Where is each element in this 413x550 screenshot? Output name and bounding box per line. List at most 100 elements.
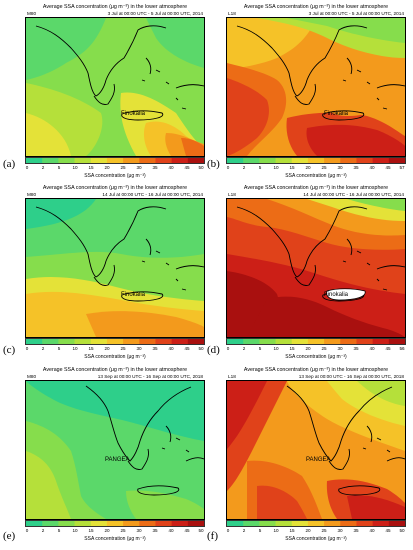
tick-label: 20 xyxy=(305,165,311,170)
colorbar-label: SSA concentration (μg m⁻³) xyxy=(285,354,347,360)
tick-label: 35 xyxy=(353,346,359,351)
colorbar xyxy=(25,157,205,164)
panel-label: (d) xyxy=(207,344,220,356)
tick-label: 5 xyxy=(57,165,61,170)
tick-label: 0 xyxy=(25,528,29,533)
tick-label: 25 xyxy=(120,528,126,533)
tick-label: 2 xyxy=(41,528,45,533)
tick-label: 15 xyxy=(289,165,295,170)
colorbar-ticks: 0 2 5 10 15 20 25 30 35 40 45 50 xyxy=(226,528,406,535)
panel-a: Average SSA concentration (μg m⁻³) in th… xyxy=(25,4,205,184)
tick-label: 25 xyxy=(321,346,327,351)
colorbar xyxy=(25,338,205,345)
tick-label: 57 xyxy=(399,165,405,170)
panel-title: Average SSA concentration (μg m⁻³) in th… xyxy=(42,185,188,191)
map-f xyxy=(226,380,406,520)
colorbar-ticks: 0 2 5 10 15 20 25 30 35 40 45 56 xyxy=(226,346,406,353)
tick-label: 30 xyxy=(136,165,142,170)
site-marker-label: Finokalia xyxy=(121,111,146,117)
tick-label: 45 xyxy=(184,528,190,533)
tick-label: 30 xyxy=(337,346,343,351)
tick-label: 45 xyxy=(184,165,190,170)
tick-label: 20 xyxy=(305,528,311,533)
tick-label: 30 xyxy=(337,528,343,533)
tick-label: 15 xyxy=(289,346,295,351)
tick-label: 30 xyxy=(337,165,343,170)
colorbar xyxy=(226,338,406,345)
tick-label: 0 xyxy=(226,165,230,170)
panel-title: Average SSA concentration (μg m⁻³) in th… xyxy=(243,185,389,191)
tick-label: 20 xyxy=(305,346,311,351)
panel-f: Average SSA concentration (μg m⁻³) in th… xyxy=(226,367,406,547)
tick-label: 10 xyxy=(72,528,78,533)
site-marker-label: Finokalia xyxy=(121,292,146,298)
site-marker-label: PANGEA xyxy=(105,457,130,463)
panel-title: Average SSA concentration (μg m⁻³) in th… xyxy=(42,367,188,373)
model-name: M80 xyxy=(27,11,37,16)
tick-label: 35 xyxy=(152,165,158,170)
tick-label: 5 xyxy=(258,346,262,351)
tick-label: 50 xyxy=(198,165,204,170)
tick-label: 45 xyxy=(385,346,391,351)
tick-label: 40 xyxy=(369,528,375,533)
panel-label: (a) xyxy=(3,158,16,170)
model-name: M80 xyxy=(27,192,37,197)
tick-label: 25 xyxy=(321,528,327,533)
tick-label: 2 xyxy=(242,165,246,170)
panel-title: Average SSA concentration (μg m⁻³) in th… xyxy=(243,4,389,10)
tick-label: 35 xyxy=(152,528,158,533)
tick-label: 40 xyxy=(369,165,375,170)
tick-label: 35 xyxy=(353,528,359,533)
model-name: M80 xyxy=(27,374,37,379)
tick-label: 30 xyxy=(136,528,142,533)
tick-label: 25 xyxy=(120,346,126,351)
tick-label: 10 xyxy=(72,346,78,351)
tick-label: 0 xyxy=(25,165,29,170)
tick-label: 20 xyxy=(104,346,110,351)
tick-label: 5 xyxy=(258,528,262,533)
tick-label: 45 xyxy=(184,346,190,351)
tick-label: 2 xyxy=(41,346,45,351)
time-period: 14 Jul at 00:00 UTC - 16 Jul at 00:00 UT… xyxy=(102,192,203,197)
tick-label: 56 xyxy=(399,346,405,351)
tick-label: 2 xyxy=(242,528,246,533)
colorbar xyxy=(226,157,406,164)
tick-label: 50 xyxy=(399,528,405,533)
time-period: 3 Jul at 00:00 UTC - 5 Jul at 00:00 UTC,… xyxy=(308,11,404,16)
model-name: L18 xyxy=(228,192,236,197)
tick-label: 10 xyxy=(273,528,279,533)
tick-label: 2 xyxy=(242,346,246,351)
panel-e: Average SSA concentration (μg m⁻³) in th… xyxy=(25,367,205,547)
tick-label: 25 xyxy=(120,165,126,170)
tick-label: 35 xyxy=(152,346,158,351)
panel-title: Average SSA concentration (μg m⁻³) in th… xyxy=(42,4,188,10)
tick-label: 5 xyxy=(57,528,61,533)
tick-label: 20 xyxy=(104,165,110,170)
map-d xyxy=(226,198,406,338)
colorbar-label: SSA concentration (μg m⁻³) xyxy=(84,173,146,179)
tick-label: 25 xyxy=(321,165,327,170)
colorbar-ticks: 0 2 5 10 15 20 25 30 35 40 45 50 xyxy=(25,528,205,535)
colorbar xyxy=(226,520,406,527)
colorbar xyxy=(25,520,205,527)
panel-title: Average SSA concentration (μg m⁻³) in th… xyxy=(243,367,389,373)
tick-label: 5 xyxy=(57,346,61,351)
model-name: L18 xyxy=(228,11,236,16)
site-marker-label: PANGEA xyxy=(306,457,331,463)
map-e xyxy=(25,380,205,520)
colorbar-ticks: 0 2 5 10 15 20 25 30 35 40 45 57 xyxy=(226,165,406,172)
site-marker-label: Finokalia xyxy=(324,292,349,298)
tick-label: 5 xyxy=(258,165,262,170)
tick-label: 40 xyxy=(168,165,174,170)
tick-label: 10 xyxy=(273,165,279,170)
map-b xyxy=(226,17,406,157)
tick-label: 15 xyxy=(88,528,94,533)
colorbar-ticks: 0 2 5 10 15 20 25 30 35 40 45 50 xyxy=(25,346,205,353)
time-period: 13 Sep at 00:00 UTC - 16 Sep at 00:00 UT… xyxy=(97,374,203,379)
time-period: 13 Sep at 00:00 UTC - 16 Sep at 00:00 UT… xyxy=(298,374,404,379)
panel-label: (f) xyxy=(207,530,218,542)
time-period: 3 Jul at 00:00 UTC - 5 Jul at 00:00 UTC,… xyxy=(107,11,203,16)
panel-label: (b) xyxy=(207,158,220,170)
time-period: 14 Jul at 00:00 UTC - 16 Jul at 00:00 UT… xyxy=(303,192,404,197)
tick-label: 15 xyxy=(289,528,295,533)
